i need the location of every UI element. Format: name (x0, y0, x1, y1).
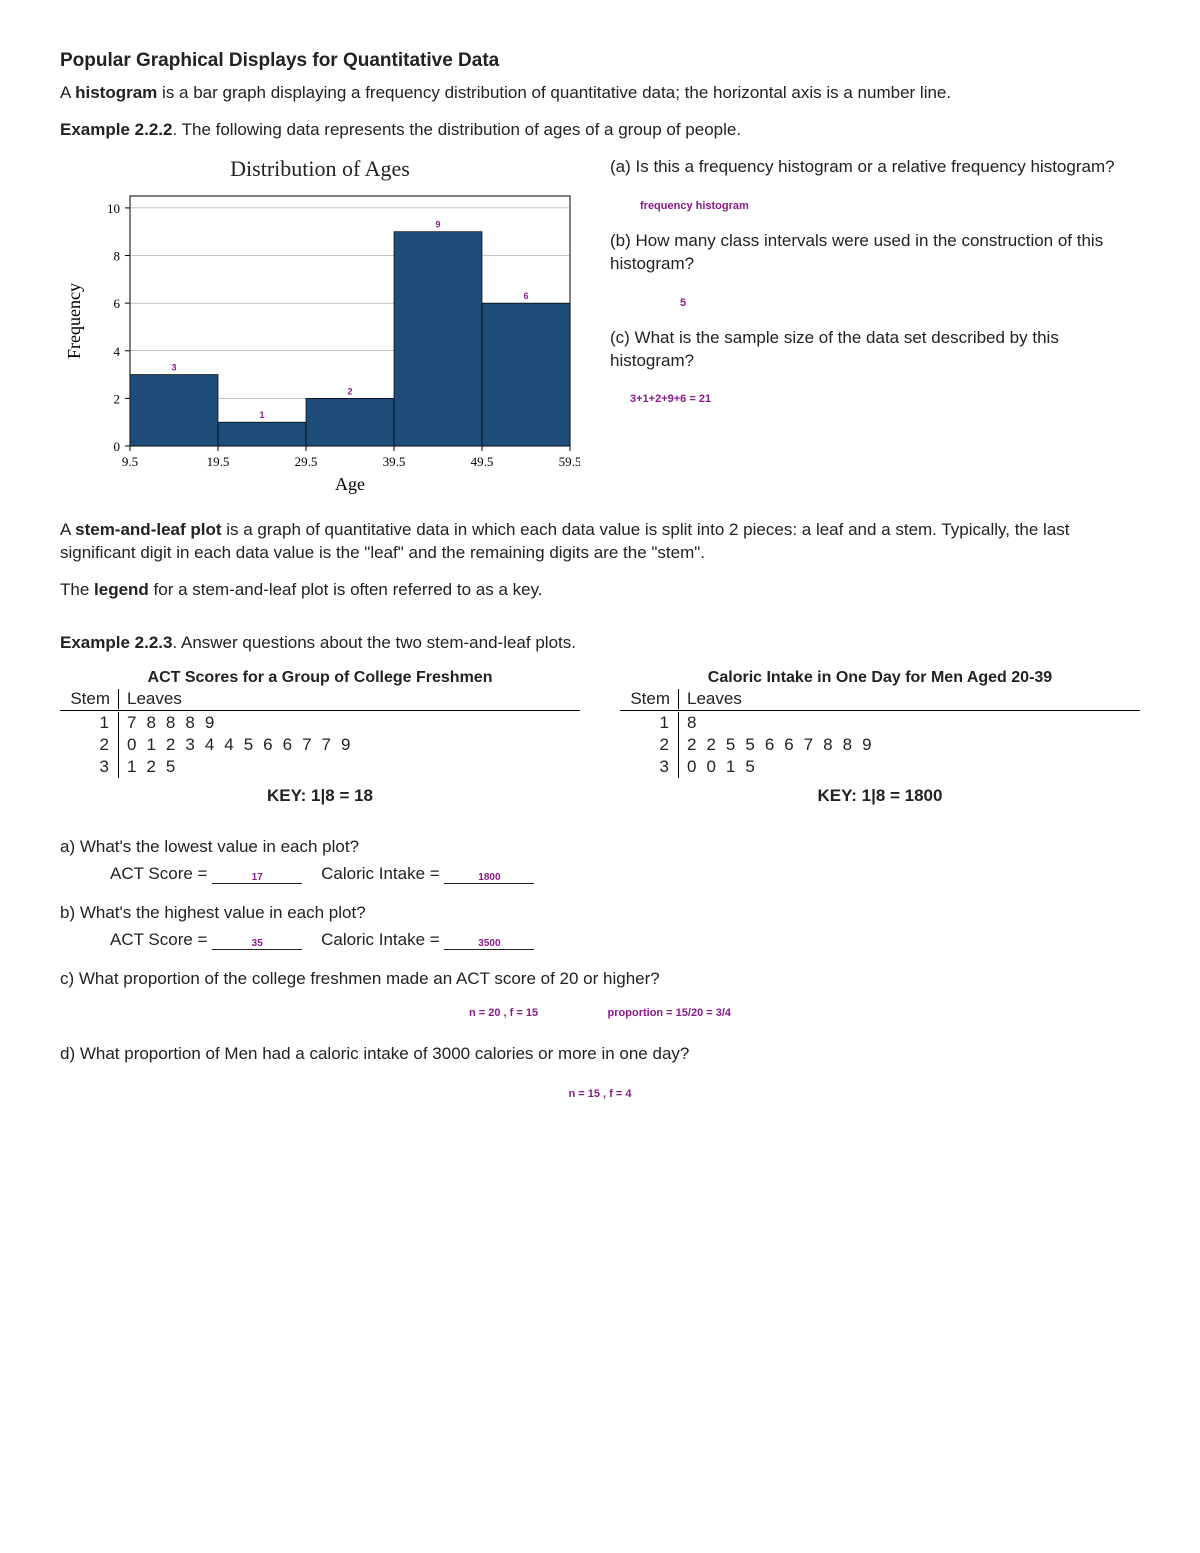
answer-b: 5 (680, 297, 686, 309)
leaf-values: 78889 (127, 712, 360, 734)
stemleaf-act: ACT Scores for a Group of College Freshm… (60, 669, 580, 806)
leaf-values: 8 (687, 712, 882, 734)
answer-a: frequency histogram (640, 200, 749, 212)
question-a: (a) Is this a frequency histogram or a r… (610, 156, 1140, 179)
question-qa: a) What's the lowest value in each plot? (60, 836, 1140, 859)
question-c: (c) What is the sample size of the data … (610, 327, 1140, 373)
legend-definition: The legend for a stem-and-leaf plot is o… (60, 579, 1140, 602)
svg-text:1: 1 (259, 410, 264, 420)
example-222-heading: Example 2.2.2. The following data repres… (60, 119, 1140, 142)
svg-text:2: 2 (347, 386, 352, 396)
stem-value: 2 (60, 734, 110, 756)
stem-value: 3 (620, 756, 670, 778)
question-qb: b) What's the highest value in each plot… (60, 902, 1140, 925)
svg-text:Age: Age (335, 474, 365, 494)
stem-value: 3 (60, 756, 110, 778)
svg-text:29.5: 29.5 (295, 454, 318, 469)
histogram-svg: 0246810312969.519.529.539.549.559.5AgeFr… (60, 186, 580, 496)
svg-text:8: 8 (114, 248, 121, 263)
svg-text:4: 4 (114, 344, 121, 359)
svg-text:9.5: 9.5 (122, 454, 138, 469)
stem-value: 1 (60, 712, 110, 734)
chart-title: Distribution of Ages (60, 156, 580, 182)
stem-value: 1 (620, 712, 670, 734)
svg-text:Frequency: Frequency (64, 283, 84, 359)
histogram-chart: Distribution of Ages 0246810312969.519.5… (60, 156, 580, 501)
histogram-definition: A histogram is a bar graph displaying a … (60, 82, 1140, 105)
svg-text:19.5: 19.5 (207, 454, 230, 469)
stemleaf-caloric: Caloric Intake in One Day for Men Aged 2… (620, 669, 1140, 806)
leaf-values: 0015 (687, 756, 882, 778)
svg-text:2: 2 (114, 391, 121, 406)
svg-text:9: 9 (435, 220, 440, 230)
svg-text:10: 10 (107, 201, 120, 216)
answer-qc-2: proportion = 15/20 = 3/4 (608, 1007, 732, 1019)
example-223-heading: Example 2.2.3. Answer questions about th… (60, 632, 1140, 655)
answer-qd: n = 15 , f = 4 (569, 1088, 632, 1100)
leaf-values: 2255667889 (687, 734, 882, 756)
leaf-values: 125 (127, 756, 360, 778)
svg-text:6: 6 (114, 296, 121, 311)
svg-text:3: 3 (171, 362, 176, 372)
answer-c: 3+1+2+9+6 = 21 (630, 393, 711, 405)
stemleaf-definition: A stem-and-leaf plot is a graph of quant… (60, 519, 1140, 565)
question-b: (b) How many class intervals were used i… (610, 230, 1140, 276)
leaf-values: 012344566779 (127, 734, 360, 756)
question-qd: d) What proportion of Men had a caloric … (60, 1043, 1140, 1066)
question-qc: c) What proportion of the college freshm… (60, 968, 1140, 991)
page-heading: Popular Graphical Displays for Quantitat… (60, 50, 1140, 72)
answer-qa-row: ACT Score = 17 Caloric Intake = 1800 (110, 863, 1140, 884)
answer-qc-1: n = 20 , f = 15 (469, 1007, 538, 1019)
svg-text:39.5: 39.5 (383, 454, 406, 469)
svg-text:0: 0 (114, 439, 121, 454)
stem-value: 2 (620, 734, 670, 756)
answer-qb-row: ACT Score = 35 Caloric Intake = 3500 (110, 929, 1140, 950)
svg-text:6: 6 (523, 291, 528, 301)
svg-text:49.5: 49.5 (471, 454, 494, 469)
svg-text:59.5: 59.5 (559, 454, 580, 469)
